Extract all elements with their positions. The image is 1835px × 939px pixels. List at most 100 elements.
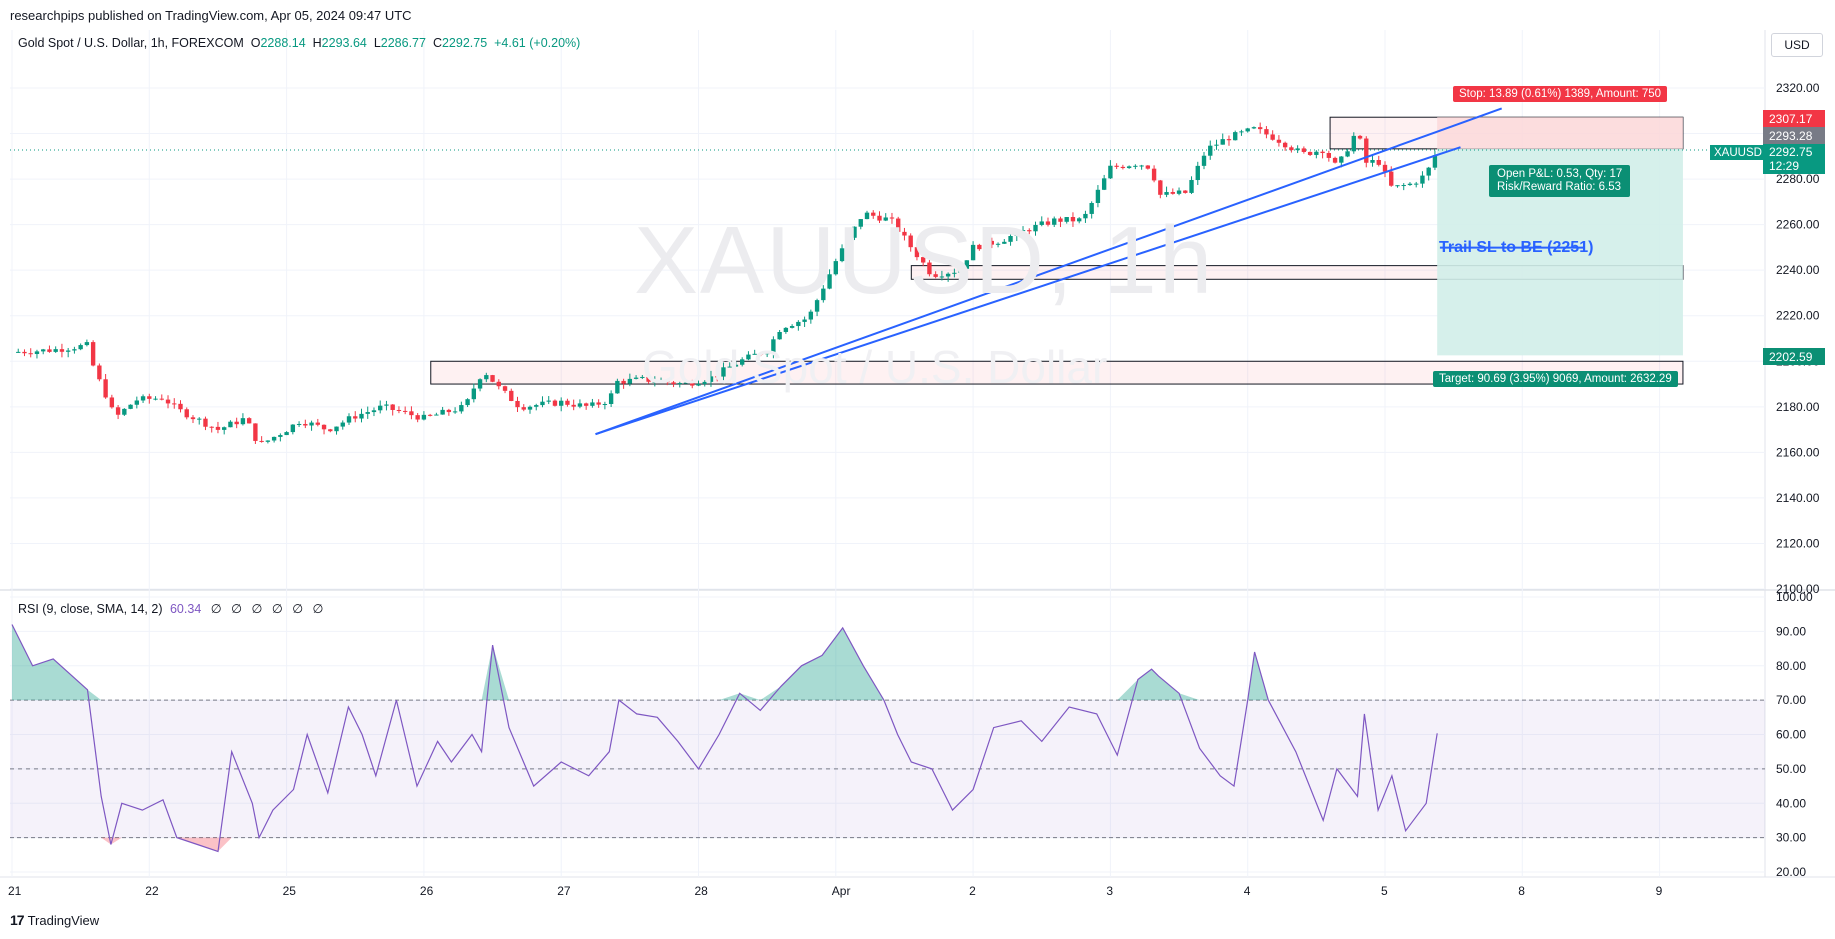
- candle-body: [321, 424, 327, 430]
- candle-body: [228, 421, 233, 428]
- candle-body: [690, 382, 695, 386]
- candle-body: [1426, 167, 1431, 176]
- candle-body: [933, 274, 938, 277]
- candle-body: [22, 351, 27, 354]
- bar-countdown: 12:29: [1769, 159, 1800, 173]
- candle-body: [1089, 202, 1094, 214]
- candle-body: [509, 390, 514, 401]
- candle-body: [833, 261, 838, 275]
- low-value: 2286.77: [380, 36, 426, 50]
- candle-body: [1307, 151, 1313, 155]
- rsi-line: [11, 624, 1438, 853]
- candle-body: [883, 217, 888, 221]
- open-label: O: [250, 36, 261, 50]
- candle-body: [1432, 155, 1438, 168]
- candle-body: [1145, 165, 1151, 169]
- tradingview-logo[interactable]: 17 TradingView: [10, 912, 99, 928]
- candle-body: [1295, 148, 1300, 151]
- candle-body: [53, 349, 58, 352]
- time-tick-label: 3: [1106, 884, 1113, 898]
- candle-body: [602, 404, 608, 406]
- candle-body: [677, 383, 682, 385]
- symbol-legend[interactable]: Gold Spot / U.S. Dollar, 1h, FOREXCOM O2…: [18, 36, 580, 50]
- candle-body: [203, 418, 208, 427]
- currency-selector[interactable]: USD: [1771, 33, 1823, 57]
- candle-body: [802, 319, 807, 322]
- candle-body: [958, 268, 963, 273]
- rsi-tick-label: 30.00: [1776, 831, 1806, 845]
- last-price: 2292.75: [1769, 145, 1813, 159]
- candle-body: [197, 418, 202, 420]
- candle-body: [1264, 129, 1269, 135]
- candle-body: [240, 418, 246, 425]
- supply-demand-zone: [430, 360, 1684, 385]
- candle-body: [702, 381, 707, 385]
- candle-body: [234, 421, 239, 425]
- symbol-watermark: XAUUSD, 1h: [634, 207, 1215, 314]
- rsi-legend[interactable]: RSI (9, close, SMA, 14, 2) 60.34 ∅ ∅ ∅ ∅…: [18, 601, 326, 616]
- candle-body: [777, 331, 782, 340]
- candle-body: [715, 376, 720, 378]
- symbol-title: Gold Spot / U.S. Dollar, 1h, FOREXCOM: [18, 36, 244, 50]
- candle-body: [858, 219, 863, 227]
- candle-body: [565, 400, 570, 405]
- time-tick-label: 5: [1381, 884, 1388, 898]
- candle-body: [128, 404, 133, 409]
- candle-body: [665, 380, 670, 383]
- candle-body: [889, 217, 895, 219]
- price-tick-label: 2140.00: [1776, 491, 1820, 505]
- candle-body: [983, 240, 988, 250]
- candle-body: [1151, 168, 1157, 181]
- candle-body: [1126, 166, 1132, 169]
- candle-body: [271, 436, 277, 441]
- candle-body: [527, 406, 533, 410]
- candle-body: [733, 364, 739, 367]
- pnl-label[interactable]: Open P&L: 0.53, Qty: 17 Risk/Reward Rati…: [1489, 165, 1631, 197]
- candle-body: [415, 415, 420, 420]
- tradingview-logo-text: TradingView: [27, 912, 100, 928]
- candle-body: [1139, 165, 1144, 167]
- rsi-overbought-fill: [12, 624, 1438, 701]
- last-price-tag: 2292.75 12:29: [1763, 144, 1825, 174]
- candle-body: [515, 400, 520, 408]
- candle-body: [34, 351, 40, 355]
- open-value: 2288.14: [260, 36, 306, 50]
- candle-body: [253, 423, 258, 441]
- candle-body: [65, 350, 71, 352]
- candle-body: [328, 429, 333, 432]
- candle-body: [746, 354, 751, 360]
- time-tick-label: 4: [1244, 884, 1251, 898]
- rsi-tick-label: 20.00: [1776, 865, 1806, 879]
- candle-body: [153, 398, 158, 400]
- candle-body: [190, 417, 196, 420]
- candle-body: [852, 226, 857, 238]
- candle-body: [783, 327, 789, 332]
- candle-body: [608, 393, 614, 405]
- candle-body: [97, 365, 102, 380]
- candle-body: [633, 377, 639, 379]
- trail-sl-note[interactable]: Trail SL to BE (2251): [1439, 239, 1594, 256]
- price-tick-label: 2260.00: [1776, 218, 1820, 232]
- candle-body: [184, 409, 189, 418]
- candle-body: [1158, 180, 1163, 195]
- candle-body: [1027, 230, 1032, 232]
- high-label: H: [312, 36, 322, 50]
- rsi-extra-values: ∅ ∅ ∅ ∅ ∅ ∅: [210, 602, 327, 616]
- symbol-price-tag: XAUUSD: [1710, 145, 1766, 160]
- candle-body: [1314, 151, 1319, 155]
- candle-body: [1389, 171, 1394, 186]
- pnl-line: Open P&L: 0.53, Qty: 17: [1497, 168, 1623, 180]
- candle-body: [378, 405, 383, 411]
- candle-body: [334, 426, 339, 432]
- stop-label[interactable]: Stop: 13.89 (0.61%) 1389, Amount: 750: [1453, 86, 1668, 102]
- target-label[interactable]: Target: 90.69 (3.95%) 9069, Amount: 2632…: [1433, 371, 1678, 387]
- candle-body: [740, 359, 745, 365]
- candle-body: [1014, 230, 1019, 237]
- candle-body: [1070, 217, 1076, 222]
- close-label: C: [432, 36, 442, 50]
- low-label: L: [373, 36, 381, 50]
- candle-body: [1077, 218, 1082, 222]
- candle-body: [465, 399, 470, 406]
- candle-body: [877, 215, 882, 221]
